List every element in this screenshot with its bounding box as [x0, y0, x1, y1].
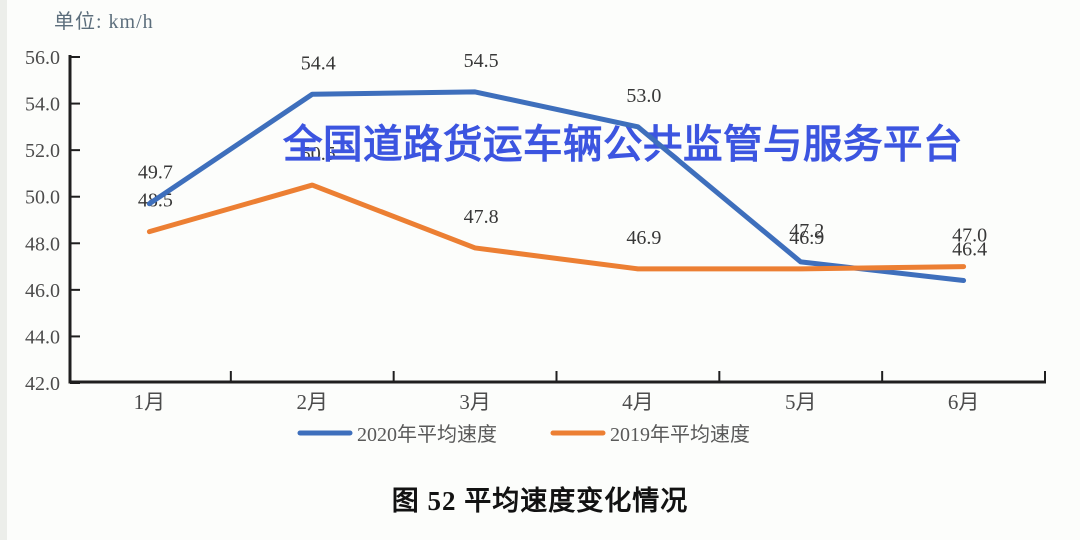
x-tick-label: 3月: [459, 390, 491, 414]
line-chart: 56.0 54.0 52.0 50.0 48.0 46.0 44.0 42.0 1月 2月 3月 4月…: [25, 47, 1046, 446]
data-label-2020年平均速度: 53.0: [626, 85, 661, 107]
y-tick-label: 54.0: [25, 94, 60, 116]
unit-label: 单位: km/h: [54, 11, 154, 33]
x-tick-label: 2月: [297, 390, 329, 414]
data-label-2020年平均速度: 46.4: [952, 239, 987, 261]
page-edge-strip: [0, 0, 7, 540]
data-label-2020年平均速度: 49.7: [138, 162, 173, 184]
data-label-2019年平均速度: 47.0: [952, 225, 987, 247]
data-label-2020年平均速度: 54.5: [464, 50, 499, 72]
y-tick-label: 46.0: [25, 280, 60, 302]
data-label-2020年平均速度: 54.4: [301, 52, 336, 74]
y-tick-label: 44.0: [25, 326, 60, 348]
x-tick-label: 4月: [622, 390, 654, 414]
y-tick-label: 52.0: [25, 140, 60, 162]
legend-label-2019年平均速度: 2019年平均速度: [610, 423, 750, 446]
series-line-2020年平均速度: [146, 89, 967, 284]
data-label-2020年平均速度: 47.2: [789, 220, 824, 242]
watermark-text: 全国道路货运车辆公共监管与服务平台: [282, 122, 963, 167]
x-tick-label: 5月: [785, 390, 817, 414]
x-tick-label: 1月: [134, 390, 166, 414]
y-tick-label: 50.0: [25, 187, 60, 209]
figure-caption: 图 52 平均速度变化情况: [391, 486, 689, 516]
y-tick-label: 42.0: [25, 373, 60, 395]
y-tick-label: 48.0: [25, 233, 60, 255]
legend-label-2020年平均速度: 2020年平均速度: [357, 423, 497, 446]
x-tick-label: 6月: [948, 390, 980, 414]
data-label-2019年平均速度: 50.5: [301, 143, 336, 165]
data-label-2019年平均速度: 47.8: [464, 206, 499, 228]
data-label-2019年平均速度: 46.9: [626, 227, 661, 249]
data-label-2019年平均速度: 46.9: [789, 227, 824, 249]
series-line-2019年平均速度: [146, 182, 967, 272]
y-tick-label: 56.0: [25, 47, 60, 69]
